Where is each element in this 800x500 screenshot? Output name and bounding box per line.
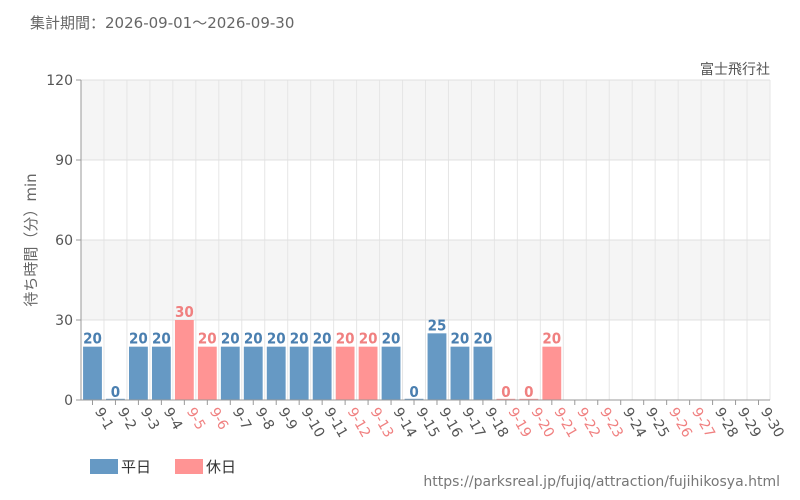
value-label: 0: [111, 383, 120, 401]
value-label: 0: [501, 383, 510, 401]
value-label: 20: [542, 330, 561, 348]
period-prefix: 集計期間：: [30, 14, 106, 32]
bar: [427, 333, 447, 400]
value-label: 20: [336, 330, 355, 348]
x-tick-label: 9-17: [458, 405, 488, 441]
bar: [542, 346, 562, 400]
value-label: 0: [524, 383, 533, 401]
x-tick-label: 9-16: [436, 405, 466, 441]
legend-label-weekday: 平日: [121, 458, 151, 476]
x-tick-label: 9-15: [413, 405, 443, 441]
value-label: 20: [221, 330, 240, 348]
y-tick-label: 90: [55, 153, 73, 169]
value-label: 20: [83, 330, 102, 348]
value-label: 30: [175, 303, 194, 321]
value-label: 20: [359, 330, 378, 348]
y-tick-label: 30: [55, 313, 73, 329]
y-tick-label: 60: [55, 233, 73, 249]
legend-swatch-weekday: [90, 459, 118, 474]
period-start: 2026-09-01: [105, 14, 193, 32]
value-label: 20: [382, 330, 401, 348]
value-label: 20: [290, 330, 309, 348]
bar: [496, 398, 516, 400]
x-tick-label: 9-18: [481, 405, 511, 441]
x-tick-label: 9-27: [688, 405, 718, 441]
x-tick-label: 9-10: [298, 405, 328, 441]
x-tick-label: 9-6: [206, 405, 231, 433]
y-tick-label: 0: [64, 393, 73, 409]
bar: [450, 346, 470, 400]
source-url[interactable]: https://parksreal.jp/fujiq/attraction/fu…: [423, 474, 780, 490]
x-tick-label: 9-7: [229, 405, 254, 433]
value-label: 20: [267, 330, 286, 348]
x-tick-label: 9-8: [252, 405, 277, 433]
x-tick-label: 9-2: [114, 405, 139, 433]
bar: [266, 346, 286, 400]
x-tick-label: 9-9: [275, 405, 300, 433]
bar: [129, 346, 148, 400]
value-label: 20: [244, 330, 263, 348]
x-tick-label: 9-20: [527, 405, 557, 441]
legend: 平日 休日: [90, 458, 236, 476]
bar: [83, 346, 102, 400]
x-tick-label: 9-22: [573, 405, 603, 441]
bar: [519, 398, 539, 400]
value-label: 25: [428, 316, 447, 334]
x-tick-label: 9-26: [665, 405, 695, 441]
x-tick-label: 9-11: [321, 405, 351, 441]
bar: [106, 398, 125, 400]
x-tick-label: 9-29: [734, 405, 764, 441]
x-tick-label: 9-30: [757, 405, 787, 441]
value-label: 20: [152, 330, 171, 348]
bar: [197, 346, 217, 400]
bar: [335, 346, 355, 400]
bar: [243, 346, 263, 400]
x-tick-label: 9-5: [183, 405, 208, 433]
y-axis-label: 待ち時間（分）min: [22, 173, 40, 306]
x-tick-label: 9-1: [91, 405, 116, 433]
x-tick-label: 9-28: [711, 405, 741, 441]
x-tick-label: 9-3: [137, 405, 162, 433]
bar: [220, 346, 240, 400]
bar: [289, 346, 309, 400]
legend-label-holiday: 休日: [206, 458, 236, 476]
bar: [473, 346, 493, 400]
x-tick-label: 9-23: [596, 405, 626, 441]
x-tick-label: 9-12: [344, 405, 374, 441]
chart-subtitle: 富士飛行社: [700, 61, 770, 78]
bar: [381, 346, 401, 400]
y-tick-label: 120: [46, 73, 73, 89]
value-label: 0: [409, 383, 418, 401]
x-tick-label: 9-21: [550, 405, 580, 441]
value-label: 20: [129, 330, 148, 348]
x-tick-label: 9-14: [390, 405, 420, 441]
x-tick-label: 9-24: [619, 405, 649, 441]
bar: [312, 346, 332, 400]
bar: [358, 346, 378, 400]
period-separator: 〜: [192, 14, 208, 32]
value-label: 20: [313, 330, 332, 348]
value-label: 20: [451, 330, 470, 348]
x-tick-label: 9-19: [504, 405, 534, 441]
legend-swatch-holiday: [175, 459, 203, 474]
x-tick-label: 9-25: [642, 405, 672, 441]
value-label: 20: [474, 330, 493, 348]
x-tick-label: 9-13: [367, 405, 397, 441]
bars: [83, 320, 562, 400]
axes: [76, 79, 770, 405]
bar: [151, 346, 171, 400]
period-label: 集計期間：2026-09-01〜2026-09-30: [30, 12, 294, 33]
bar: [174, 320, 194, 400]
value-label: 20: [198, 330, 217, 348]
x-tick-label: 9-4: [160, 405, 185, 433]
bar: [404, 398, 424, 400]
period-end: 2026-09-30: [207, 14, 295, 32]
